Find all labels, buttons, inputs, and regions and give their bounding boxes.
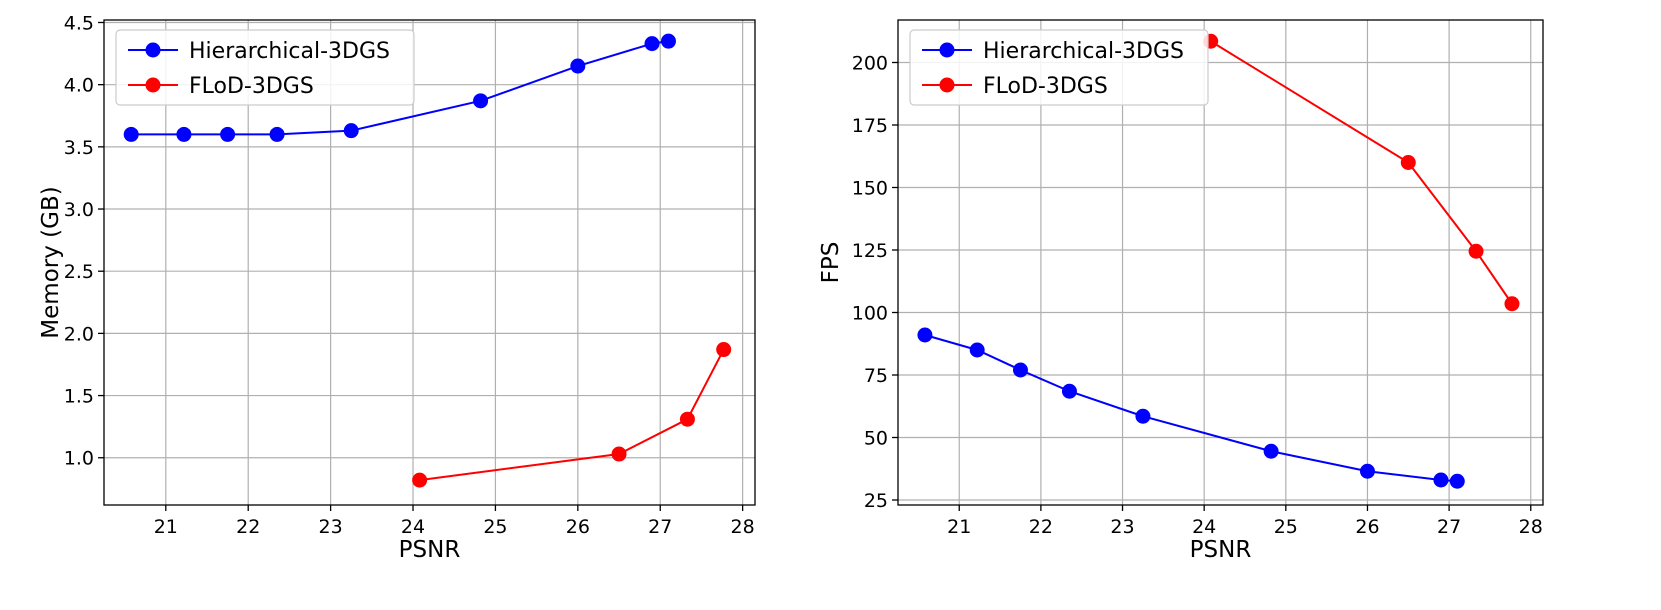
y-tick-label: 1.5 bbox=[64, 386, 94, 408]
y-tick-label: 50 bbox=[864, 428, 888, 450]
x-tick-label: 22 bbox=[236, 516, 260, 538]
data-point bbox=[473, 93, 489, 109]
x-tick-label: 22 bbox=[1029, 516, 1053, 538]
data-point bbox=[1061, 383, 1077, 399]
data-point bbox=[570, 58, 586, 74]
y-tick-label: 75 bbox=[864, 365, 888, 387]
data-point bbox=[1012, 362, 1028, 378]
data-point bbox=[660, 33, 676, 49]
data-point bbox=[1504, 296, 1520, 312]
legend-box bbox=[115, 29, 415, 106]
x-tick-label: 26 bbox=[1355, 516, 1379, 538]
data-point bbox=[1433, 472, 1449, 488]
data-point bbox=[176, 126, 192, 142]
legend-marker bbox=[145, 77, 161, 93]
y-axis-label: FPS bbox=[818, 242, 844, 284]
legend-label: FLoD-3DGS bbox=[983, 74, 1108, 99]
y-tick-label: 175 bbox=[852, 115, 888, 137]
data-point bbox=[611, 446, 627, 462]
x-tick-label: 21 bbox=[947, 516, 971, 538]
data-point bbox=[1263, 443, 1279, 459]
data-point bbox=[644, 36, 660, 52]
legend-marker bbox=[939, 77, 955, 93]
y-tick-label: 150 bbox=[852, 178, 888, 200]
x-tick-label: 24 bbox=[1192, 516, 1216, 538]
plot-frame bbox=[103, 19, 756, 506]
x-tick-label: 24 bbox=[401, 516, 425, 538]
legend-marker bbox=[145, 42, 161, 58]
data-point bbox=[1359, 463, 1375, 479]
data-point bbox=[220, 126, 236, 142]
y-tick-label: 100 bbox=[852, 303, 888, 325]
x-tick-label: 21 bbox=[154, 516, 178, 538]
data-point bbox=[269, 126, 285, 142]
memory-chart: 21 22 23 24 25 26 27 28 1.0 1.5 2.0 2.5 3.0 3.5 4.0 4.5… bbox=[38, 12, 756, 563]
y-tick-label: 4.0 bbox=[64, 75, 94, 97]
series-line bbox=[1210, 40, 1513, 305]
data-point bbox=[917, 327, 933, 343]
data-point bbox=[1468, 243, 1484, 259]
legend-marker bbox=[939, 42, 955, 58]
x-tick-label: 27 bbox=[1437, 516, 1461, 538]
x-tick-label: 28 bbox=[1519, 516, 1543, 538]
y-tick-label: 3.5 bbox=[64, 137, 94, 159]
legend-label: Hierarchical-3DGS bbox=[189, 39, 390, 64]
data-point bbox=[969, 342, 985, 358]
x-tick-label: 28 bbox=[731, 516, 755, 538]
legend-label: Hierarchical-3DGS bbox=[983, 39, 1184, 64]
legend-label: FLoD-3DGS bbox=[189, 74, 314, 99]
y-tick-label: 2.5 bbox=[64, 261, 94, 283]
data-point bbox=[1400, 155, 1416, 170]
x-axis-label: PSNR bbox=[399, 537, 461, 563]
data-point bbox=[412, 472, 428, 488]
data-point bbox=[343, 123, 359, 139]
y-tick-label: 3.0 bbox=[64, 199, 94, 221]
x-tick-label: 26 bbox=[566, 516, 590, 538]
x-tick-label: 25 bbox=[483, 516, 507, 538]
data-point bbox=[1449, 473, 1465, 489]
series-line bbox=[924, 334, 1458, 483]
y-tick-label: 25 bbox=[864, 490, 888, 512]
x-tick-label: 25 bbox=[1274, 516, 1298, 538]
series-line bbox=[419, 349, 725, 482]
fps-chart: 21 22 23 24 25 26 27 28 25 50 75 100 125 150 175 200 PSN… bbox=[818, 19, 1544, 563]
x-axis-label: PSNR bbox=[1190, 537, 1252, 563]
data-point bbox=[123, 126, 139, 142]
y-tick-label: 4.5 bbox=[64, 12, 94, 34]
y-axis-label: Memory (GB) bbox=[38, 186, 64, 338]
y-tick-label: 200 bbox=[852, 53, 888, 75]
y-tick-label: 1.0 bbox=[64, 448, 94, 470]
x-tick-label: 27 bbox=[648, 516, 672, 538]
data-point bbox=[679, 411, 695, 427]
data-point bbox=[716, 342, 732, 358]
legend-box bbox=[909, 29, 1209, 106]
data-point bbox=[1135, 408, 1151, 424]
x-tick-label: 23 bbox=[1110, 516, 1134, 538]
plot-frame bbox=[897, 19, 1544, 506]
y-tick-label: 125 bbox=[852, 240, 888, 262]
x-tick-label: 23 bbox=[319, 516, 343, 538]
y-tick-label: 2.0 bbox=[64, 323, 94, 345]
